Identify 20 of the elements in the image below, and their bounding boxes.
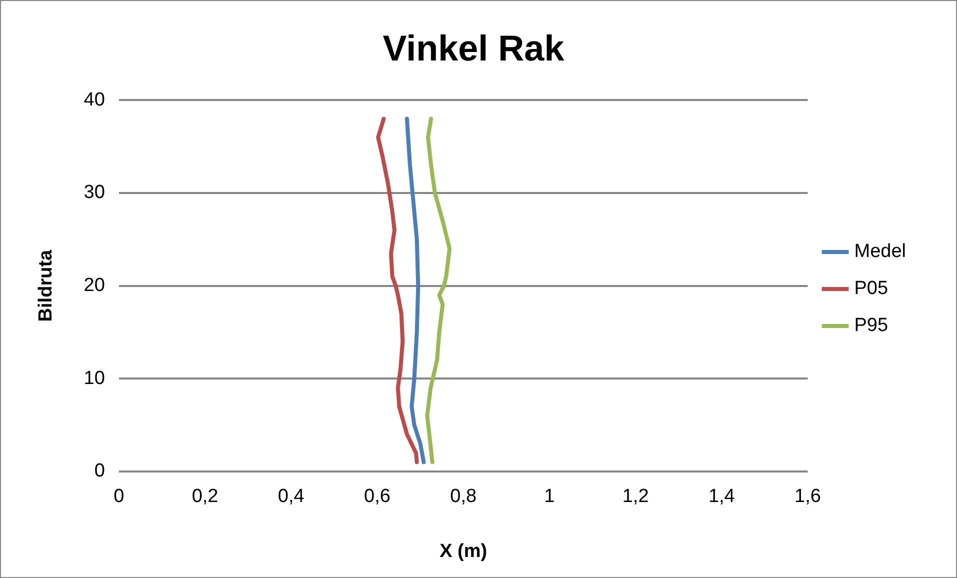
y-tick-label: 30 [84,182,105,204]
x-tick-label: 0 [114,486,124,508]
y-tick-label: 10 [84,368,105,389]
chart-title: Vinkel Rak [382,28,566,69]
y-tick-label: 20 [84,275,105,296]
legend-label: Medel [854,241,906,262]
y-tick-label: 0 [94,460,105,482]
x-tick-label: 1 [544,486,555,508]
x-tick-label: 0,8 [450,486,477,508]
x-tick-label: 1,2 [622,486,649,508]
x-tick-label: 0,6 [364,486,390,508]
x-tick-label: 1,6 [794,486,821,508]
legend-label: P95 [854,315,888,336]
y-axis-title: Bildruta [36,249,57,322]
legend-label: P05 [854,278,888,300]
x-axis-title: X (m) [440,540,488,562]
y-tick-label: 40 [84,89,105,110]
x-tick-label: 0,2 [192,486,218,508]
x-tick-label: 1,4 [708,486,736,508]
x-tick-label: 0,4 [278,486,305,508]
